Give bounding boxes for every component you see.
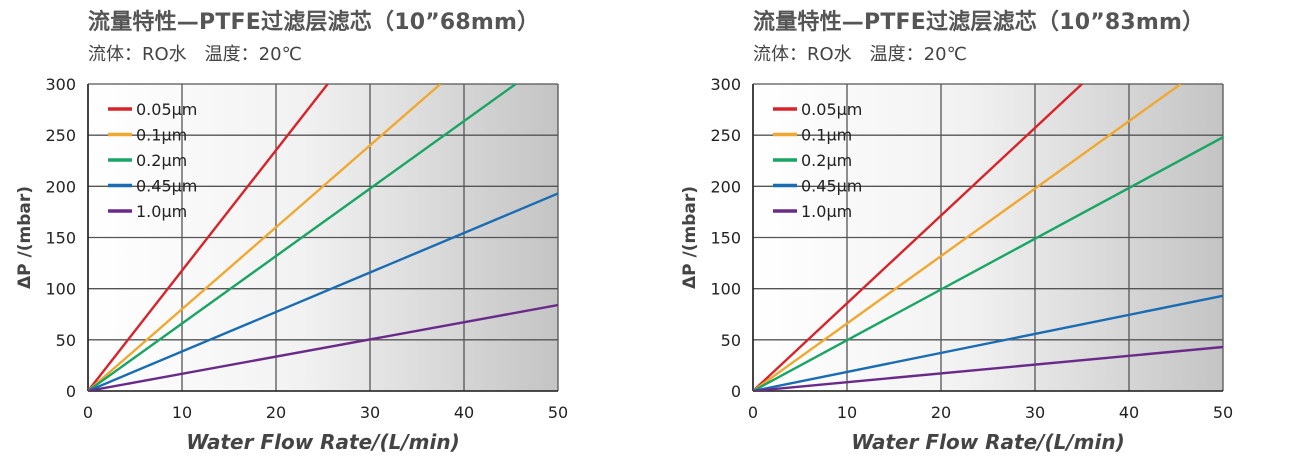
y-axis-label: ΔP /(mbar): [15, 186, 35, 289]
series-line: [753, 294, 1223, 391]
x-tick-label: 50: [548, 403, 568, 422]
series-line: [753, 136, 1223, 391]
y-tick-label: 150: [45, 229, 76, 248]
y-tick-label: 200: [710, 177, 741, 196]
x-tick-label: 20: [266, 403, 286, 422]
y-tick-label: 150: [710, 229, 741, 248]
x-tick-label: 0: [83, 403, 93, 422]
series-line: [753, 84, 1083, 391]
legend-label: 0.1μm: [801, 126, 852, 145]
x-axis-label: Water Flow Rate/(L/min): [186, 430, 459, 454]
chart-83mm: 流量特性—PTFE过滤层滤芯（10”83mm） 流体：RO水 温度：20℃ 0 1…: [665, 0, 1265, 457]
chart-title: 流量特性—PTFE过滤层滤芯（10”83mm）: [753, 10, 1205, 35]
x-tick-label: 0: [748, 403, 758, 422]
y-tick-label: 0: [66, 382, 76, 401]
legend-label: 0.05μm: [136, 100, 197, 119]
x-tick-label: 20: [931, 403, 951, 422]
plot-area-68mm: 0 10 20 30 40 50 0 50 100 150 200 250 300 0.05μm 0.1μm…: [15, 75, 568, 454]
series-line: [88, 84, 517, 391]
legend-label: 0.45μm: [136, 177, 197, 196]
y-tick-label: 300: [710, 75, 741, 94]
x-tick-label: 10: [172, 403, 192, 422]
x-tick-label: 30: [1025, 403, 1045, 422]
legend-label: 0.2μm: [801, 151, 852, 170]
series-line: [88, 84, 329, 391]
series-line: [88, 84, 442, 391]
chart-title: 流量特性—PTFE过滤层滤芯（10”68mm）: [88, 10, 540, 35]
legend-label: 1.0μm: [801, 202, 852, 221]
y-tick-label: 50: [56, 331, 76, 350]
y-tick-label: 300: [45, 75, 76, 94]
series-line: [88, 303, 558, 391]
y-tick-label: 200: [45, 177, 76, 196]
series-line: [88, 192, 558, 391]
y-axis-label: ΔP /(mbar): [680, 186, 700, 289]
legend-label: 0.1μm: [136, 126, 187, 145]
x-tick-label: 50: [1213, 403, 1233, 422]
series-line: [753, 84, 1182, 391]
chart-subtitle: 流体：RO水 温度：20℃: [753, 44, 967, 65]
legend-label: 1.0μm: [136, 202, 187, 221]
legend-label: 0.05μm: [801, 100, 862, 119]
y-tick-label: 250: [710, 126, 741, 145]
plot-area-83mm: 0 10 20 30 40 50 0 50 100 150 200 250 300 0.05μm 0.1μm…: [680, 75, 1233, 454]
y-tick-label: 100: [710, 280, 741, 299]
legend-label: 0.2μm: [136, 151, 187, 170]
y-tick-label: 0: [731, 382, 741, 401]
y-tick-label: 50: [721, 331, 741, 350]
series-line: [753, 345, 1223, 391]
x-tick-label: 10: [837, 403, 857, 422]
x-tick-label: 30: [360, 403, 380, 422]
x-tick-label: 40: [1119, 403, 1139, 422]
chart-subtitle: 流体：RO水 温度：20℃: [88, 44, 302, 65]
chart-68mm: 流量特性—PTFE过滤层滤芯（10”68mm） 流体：RO水 温度：20℃ 0 1…: [0, 0, 600, 457]
legend-label: 0.45μm: [801, 177, 862, 196]
x-axis-label: Water Flow Rate/(L/min): [851, 430, 1124, 454]
y-tick-label: 250: [45, 126, 76, 145]
x-tick-label: 40: [454, 403, 474, 422]
y-tick-label: 100: [45, 280, 76, 299]
